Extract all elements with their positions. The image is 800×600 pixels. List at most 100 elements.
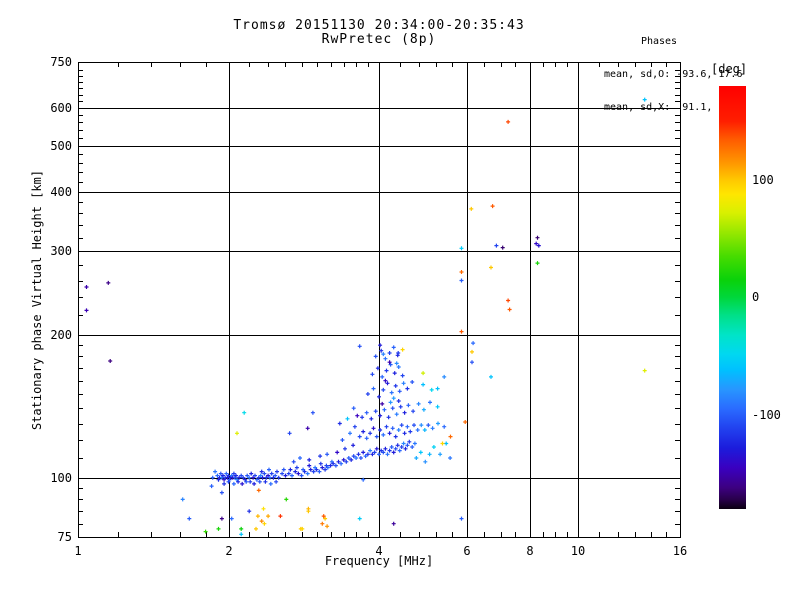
data-point	[305, 426, 310, 431]
data-point	[459, 329, 464, 334]
data-point	[378, 428, 383, 432]
data-point	[469, 206, 474, 211]
phase-stats-o-mode: mean, sd,O: -93.6, 17.6	[604, 69, 743, 80]
data-point	[386, 415, 391, 420]
y-axis-label: Stationary phase Virtual Height [km]	[30, 169, 44, 431]
data-point	[274, 479, 279, 484]
data-point	[391, 396, 396, 401]
data-point	[384, 424, 389, 429]
data-point	[383, 356, 388, 361]
data-point	[254, 526, 258, 531]
data-point	[442, 424, 447, 429]
data-point	[323, 467, 328, 472]
data-point	[235, 477, 239, 482]
data-point	[392, 371, 397, 376]
data-point	[267, 475, 272, 480]
data-point	[403, 446, 408, 451]
data-point	[239, 532, 244, 537]
data-point	[375, 366, 380, 371]
data-point	[389, 445, 394, 449]
data-point	[380, 374, 385, 379]
data-point	[318, 454, 323, 459]
data-point	[387, 360, 392, 365]
data-point	[361, 450, 366, 455]
data-point	[213, 469, 218, 474]
y-tick-label: 600	[50, 101, 72, 115]
data-point	[248, 479, 253, 484]
data-point	[459, 516, 464, 521]
data-point	[241, 475, 246, 480]
data-point	[324, 463, 329, 468]
data-point	[448, 434, 453, 439]
data-point	[290, 473, 294, 478]
data-point	[378, 343, 383, 348]
data-point	[373, 409, 378, 414]
data-point	[394, 412, 399, 417]
data-point	[383, 378, 388, 383]
data-point	[216, 526, 221, 531]
data-point	[399, 423, 404, 428]
data-point	[269, 471, 274, 476]
colorbar-tick-0: 0	[752, 290, 760, 304]
data-point	[396, 365, 401, 369]
data-point	[642, 97, 647, 102]
data-point	[259, 469, 264, 474]
data-point	[391, 345, 396, 350]
data-point	[231, 471, 236, 476]
data-point	[306, 506, 311, 511]
data-point	[307, 463, 312, 468]
data-point	[357, 516, 362, 521]
chart-title-line1: Tromsø 20151130 20:34:00-20:35:43	[233, 18, 525, 33]
data-point	[361, 477, 366, 482]
data-point	[318, 461, 323, 466]
data-point	[281, 467, 286, 472]
data-point	[299, 473, 304, 478]
data-point	[422, 428, 427, 432]
data-point	[388, 362, 393, 367]
y-tick-label: 75	[57, 530, 72, 544]
data-point	[438, 452, 443, 457]
data-point	[240, 481, 245, 486]
data-point	[343, 446, 347, 451]
data-point	[372, 450, 377, 455]
data-point	[414, 456, 419, 460]
colorbar-gradient	[719, 86, 746, 509]
data-point	[234, 473, 238, 478]
data-point	[470, 349, 474, 354]
data-point	[187, 516, 192, 521]
data-point	[535, 261, 540, 266]
data-point	[224, 471, 229, 476]
data-point	[384, 368, 389, 373]
data-point	[245, 473, 250, 478]
data-point	[237, 475, 242, 480]
data-point	[393, 434, 398, 439]
data-point	[278, 514, 283, 519]
colorbar-tick-neg100: -100	[752, 408, 781, 422]
data-point	[390, 426, 395, 431]
data-point	[391, 450, 396, 455]
x-tick-label: 4	[375, 544, 383, 558]
data-point	[328, 463, 333, 468]
data-point	[247, 475, 252, 480]
data-point	[235, 431, 239, 436]
data-point	[262, 521, 267, 526]
data-point	[239, 473, 244, 478]
data-point	[389, 390, 394, 395]
data-point	[397, 448, 402, 453]
data-point	[448, 456, 453, 460]
data-point	[391, 521, 396, 526]
data-point	[444, 441, 449, 446]
data-point	[232, 475, 237, 480]
data-point	[308, 467, 313, 472]
data-point	[325, 524, 330, 529]
data-point	[249, 471, 254, 476]
data-point	[273, 473, 278, 478]
data-point	[358, 456, 363, 460]
data-point	[253, 473, 257, 478]
data-point	[284, 497, 289, 502]
data-point	[325, 452, 330, 457]
data-point	[390, 406, 395, 411]
data-point	[180, 497, 185, 502]
data-point	[356, 452, 361, 457]
